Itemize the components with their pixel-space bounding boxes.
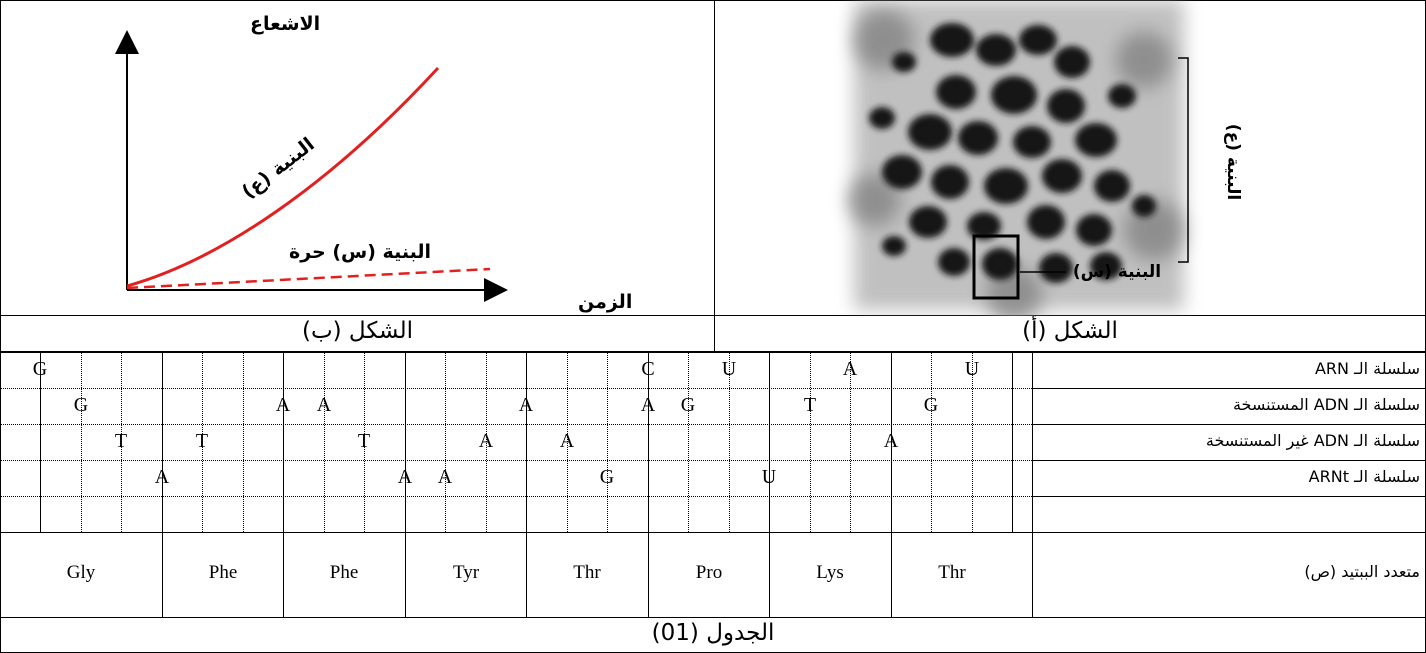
nucleotide-letter: G <box>680 394 696 416</box>
row-label: سلسلة الـ ARNt <box>1308 467 1420 486</box>
structure-e-bracket <box>1178 57 1189 263</box>
nucleotide-divider <box>850 352 851 532</box>
nucleotide-divider <box>81 352 82 532</box>
codon-divider <box>405 352 406 532</box>
nucleotide-letter: U <box>761 466 777 488</box>
nucleotide-letter: A <box>397 466 413 488</box>
nucleotide-letter: G <box>923 394 939 416</box>
amino-divider <box>891 532 892 618</box>
micrograph-image: البنية (س) البنية (ع) <box>848 0 1243 316</box>
nucleotide-letter: C <box>641 358 655 380</box>
codon-divider <box>1012 352 1013 532</box>
amino-divider <box>405 532 406 618</box>
nucleotide-letter: A <box>316 394 332 416</box>
nucleotide-letter: U <box>964 358 980 380</box>
amino-acid: Lys <box>816 562 844 583</box>
nucleotide-letter: T <box>114 430 128 452</box>
radiation-time-chart: الاشعاع الزمن البنية (ع) البنية (س) حرة <box>115 13 632 313</box>
row-label: سلسلة الـ ADN غير المستنسخة <box>1205 431 1420 450</box>
table-caption-divider <box>0 617 1426 618</box>
nucleotide-divider <box>972 352 973 532</box>
table-label-column-divider <box>1032 352 1033 618</box>
nucleotide-letter: T <box>195 430 209 452</box>
nucleotide-letter: G <box>32 358 48 380</box>
nucleotide-letter: A <box>842 358 858 380</box>
nucleotide-letter: G <box>599 466 615 488</box>
nucleotide-divider <box>121 352 122 532</box>
nucleotide-divider <box>486 352 487 532</box>
curve-e-label: البنية (ع) <box>238 133 319 203</box>
table-row-separator <box>0 388 1032 389</box>
amino-divider <box>648 532 649 618</box>
nucleotide-divider <box>931 352 932 532</box>
curve-structure-e <box>126 66 440 288</box>
nucleotide-divider <box>202 352 203 532</box>
nucleotide-divider <box>364 352 365 532</box>
nucleotide-letter: A <box>154 466 170 488</box>
figure-b-caption: الشكل (ب) <box>302 318 413 344</box>
amino-divider <box>769 532 770 618</box>
nucleotide-letter: A <box>518 394 534 416</box>
nucleotide-letter: A <box>559 430 575 452</box>
nucleotide-letter: A <box>478 430 494 452</box>
nucleotide-letter: A <box>640 394 656 416</box>
codon-divider <box>769 352 770 532</box>
nucleotide-divider <box>810 352 811 532</box>
nucleotide-divider <box>243 352 244 532</box>
figure-a-caption: الشكل (أ) <box>1022 318 1118 344</box>
nucleotide-letter: G <box>73 394 89 416</box>
y-axis-label: الاشعاع <box>250 13 320 35</box>
amino-acid: Pro <box>695 562 723 583</box>
curve-structure-s-free <box>126 267 491 290</box>
codon-divider <box>648 352 649 532</box>
nucleotide-letter: A <box>275 394 291 416</box>
table-caption: الجدول (01) <box>651 620 775 646</box>
nucleotide-divider <box>324 352 325 532</box>
nucleotide-divider <box>445 352 446 532</box>
nucleotide-divider <box>729 352 730 532</box>
codon-divider <box>40 352 41 532</box>
table-row-separator <box>0 496 1032 497</box>
amino-acid: Thr <box>938 562 966 583</box>
amino-acid: Phe <box>329 562 359 583</box>
nucleotide-divider <box>688 352 689 532</box>
amino-acid: Tyr <box>452 562 480 583</box>
amino-divider <box>526 532 527 618</box>
amino-divider <box>162 532 163 618</box>
codon-divider <box>526 352 527 532</box>
nucleotide-letter: A <box>883 430 899 452</box>
nucleotide-divider <box>607 352 608 532</box>
row-label: سلسلة الـ ARN <box>1314 359 1420 378</box>
nucleotide-divider <box>567 352 568 532</box>
table-label-separator <box>1032 496 1426 497</box>
structure-e-label: البنية (ع) <box>1223 124 1243 200</box>
amino-acid: Gly <box>66 562 96 583</box>
structure-s-label: البنية (س) <box>1073 262 1161 282</box>
curve-s-label: البنية (س) حرة <box>289 241 431 263</box>
codon-divider <box>283 352 284 532</box>
table-row-separator <box>0 424 1032 425</box>
amino-acid: Thr <box>573 562 601 583</box>
table-label-separator <box>1032 388 1426 389</box>
nucleotide-letter: T <box>357 430 371 452</box>
row-label: سلسلة الـ ADN المستنسخة <box>1232 395 1420 414</box>
table-row-separator <box>0 532 1426 533</box>
amino-divider <box>283 532 284 618</box>
table-label-separator <box>1032 460 1426 461</box>
structure-s-box <box>972 234 1020 300</box>
amino-acid: Phe <box>208 562 238 583</box>
table-row-separator <box>0 460 1032 461</box>
x-axis-label: الزمن <box>578 291 632 313</box>
nucleotide-letter: A <box>437 466 453 488</box>
nucleotide-letter: U <box>721 358 737 380</box>
table-label-separator <box>1032 424 1426 425</box>
peptide-row-label: متعدد الببتيد (ص) <box>1304 562 1420 581</box>
nucleotide-letter: T <box>803 394 817 416</box>
codon-divider <box>891 352 892 532</box>
codon-divider <box>162 352 163 532</box>
